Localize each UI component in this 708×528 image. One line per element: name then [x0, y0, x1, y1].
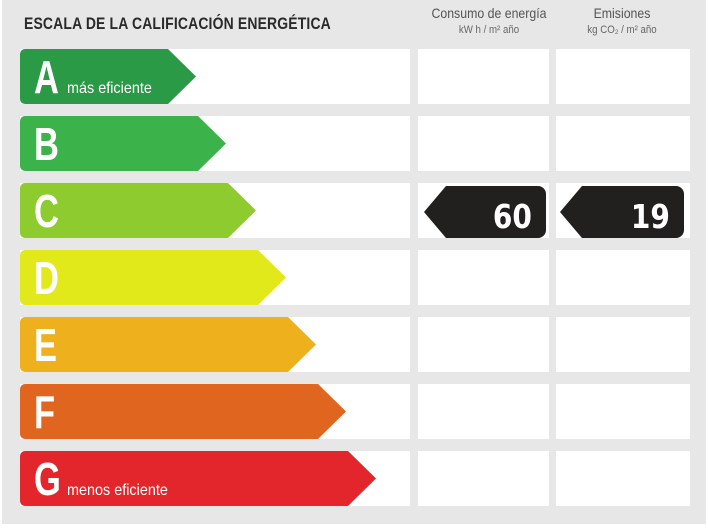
consumo-value-badge: 60 — [424, 186, 546, 238]
rating-arrow-E: E — [20, 317, 316, 372]
rating-arrow-B: B — [20, 116, 226, 171]
label-title: ESCALA DE LA CALIFICACIÓN ENERGÉTICA — [24, 14, 331, 33]
consumo-unit: kW h / m² año — [458, 24, 520, 36]
emisiones-value: 19 — [630, 197, 670, 236]
rating-letter: C — [34, 185, 59, 237]
emisiones-cell-B — [556, 116, 690, 171]
emisiones-value-badge: 19 — [560, 186, 684, 238]
emisiones-cell-F — [556, 384, 690, 439]
rating-letter: B — [34, 118, 59, 170]
rating-arrow-C: C — [20, 183, 256, 238]
emisiones-header: Emisiones kg CO₂ / m² año — [560, 5, 683, 36]
emisiones-label: Emisiones — [593, 5, 651, 21]
rating-arrow-D: D — [20, 250, 286, 305]
consumo-cell-F — [418, 384, 549, 439]
consumo-cell-D — [418, 250, 549, 305]
emisiones-cell-A — [556, 49, 690, 104]
consumo-cell-E — [418, 317, 549, 372]
emisiones-cell-G — [556, 451, 690, 506]
emisiones-unit: kg CO₂ / m² año — [587, 24, 657, 36]
rating-letter: D — [34, 252, 59, 304]
consumo-cell-B — [418, 116, 549, 171]
consumo-label: Consumo de energía — [431, 5, 547, 21]
emisiones-cell-E — [556, 317, 690, 372]
rating-caption: menos eficiente — [67, 482, 168, 499]
rating-letter: F — [34, 386, 56, 438]
consumo-cell-G — [418, 451, 549, 506]
consumo-header: Consumo de energía kW h / m² año — [423, 5, 555, 36]
rating-caption: más eficiente — [67, 80, 152, 97]
consumo-cell-A — [418, 49, 549, 104]
rating-letter: G — [34, 453, 61, 505]
rating-letter: A — [34, 51, 59, 103]
emisiones-cell-D — [556, 250, 690, 305]
consumo-value: 60 — [492, 197, 532, 236]
rating-arrow-F: F — [20, 384, 346, 439]
rating-letter: E — [34, 319, 58, 371]
